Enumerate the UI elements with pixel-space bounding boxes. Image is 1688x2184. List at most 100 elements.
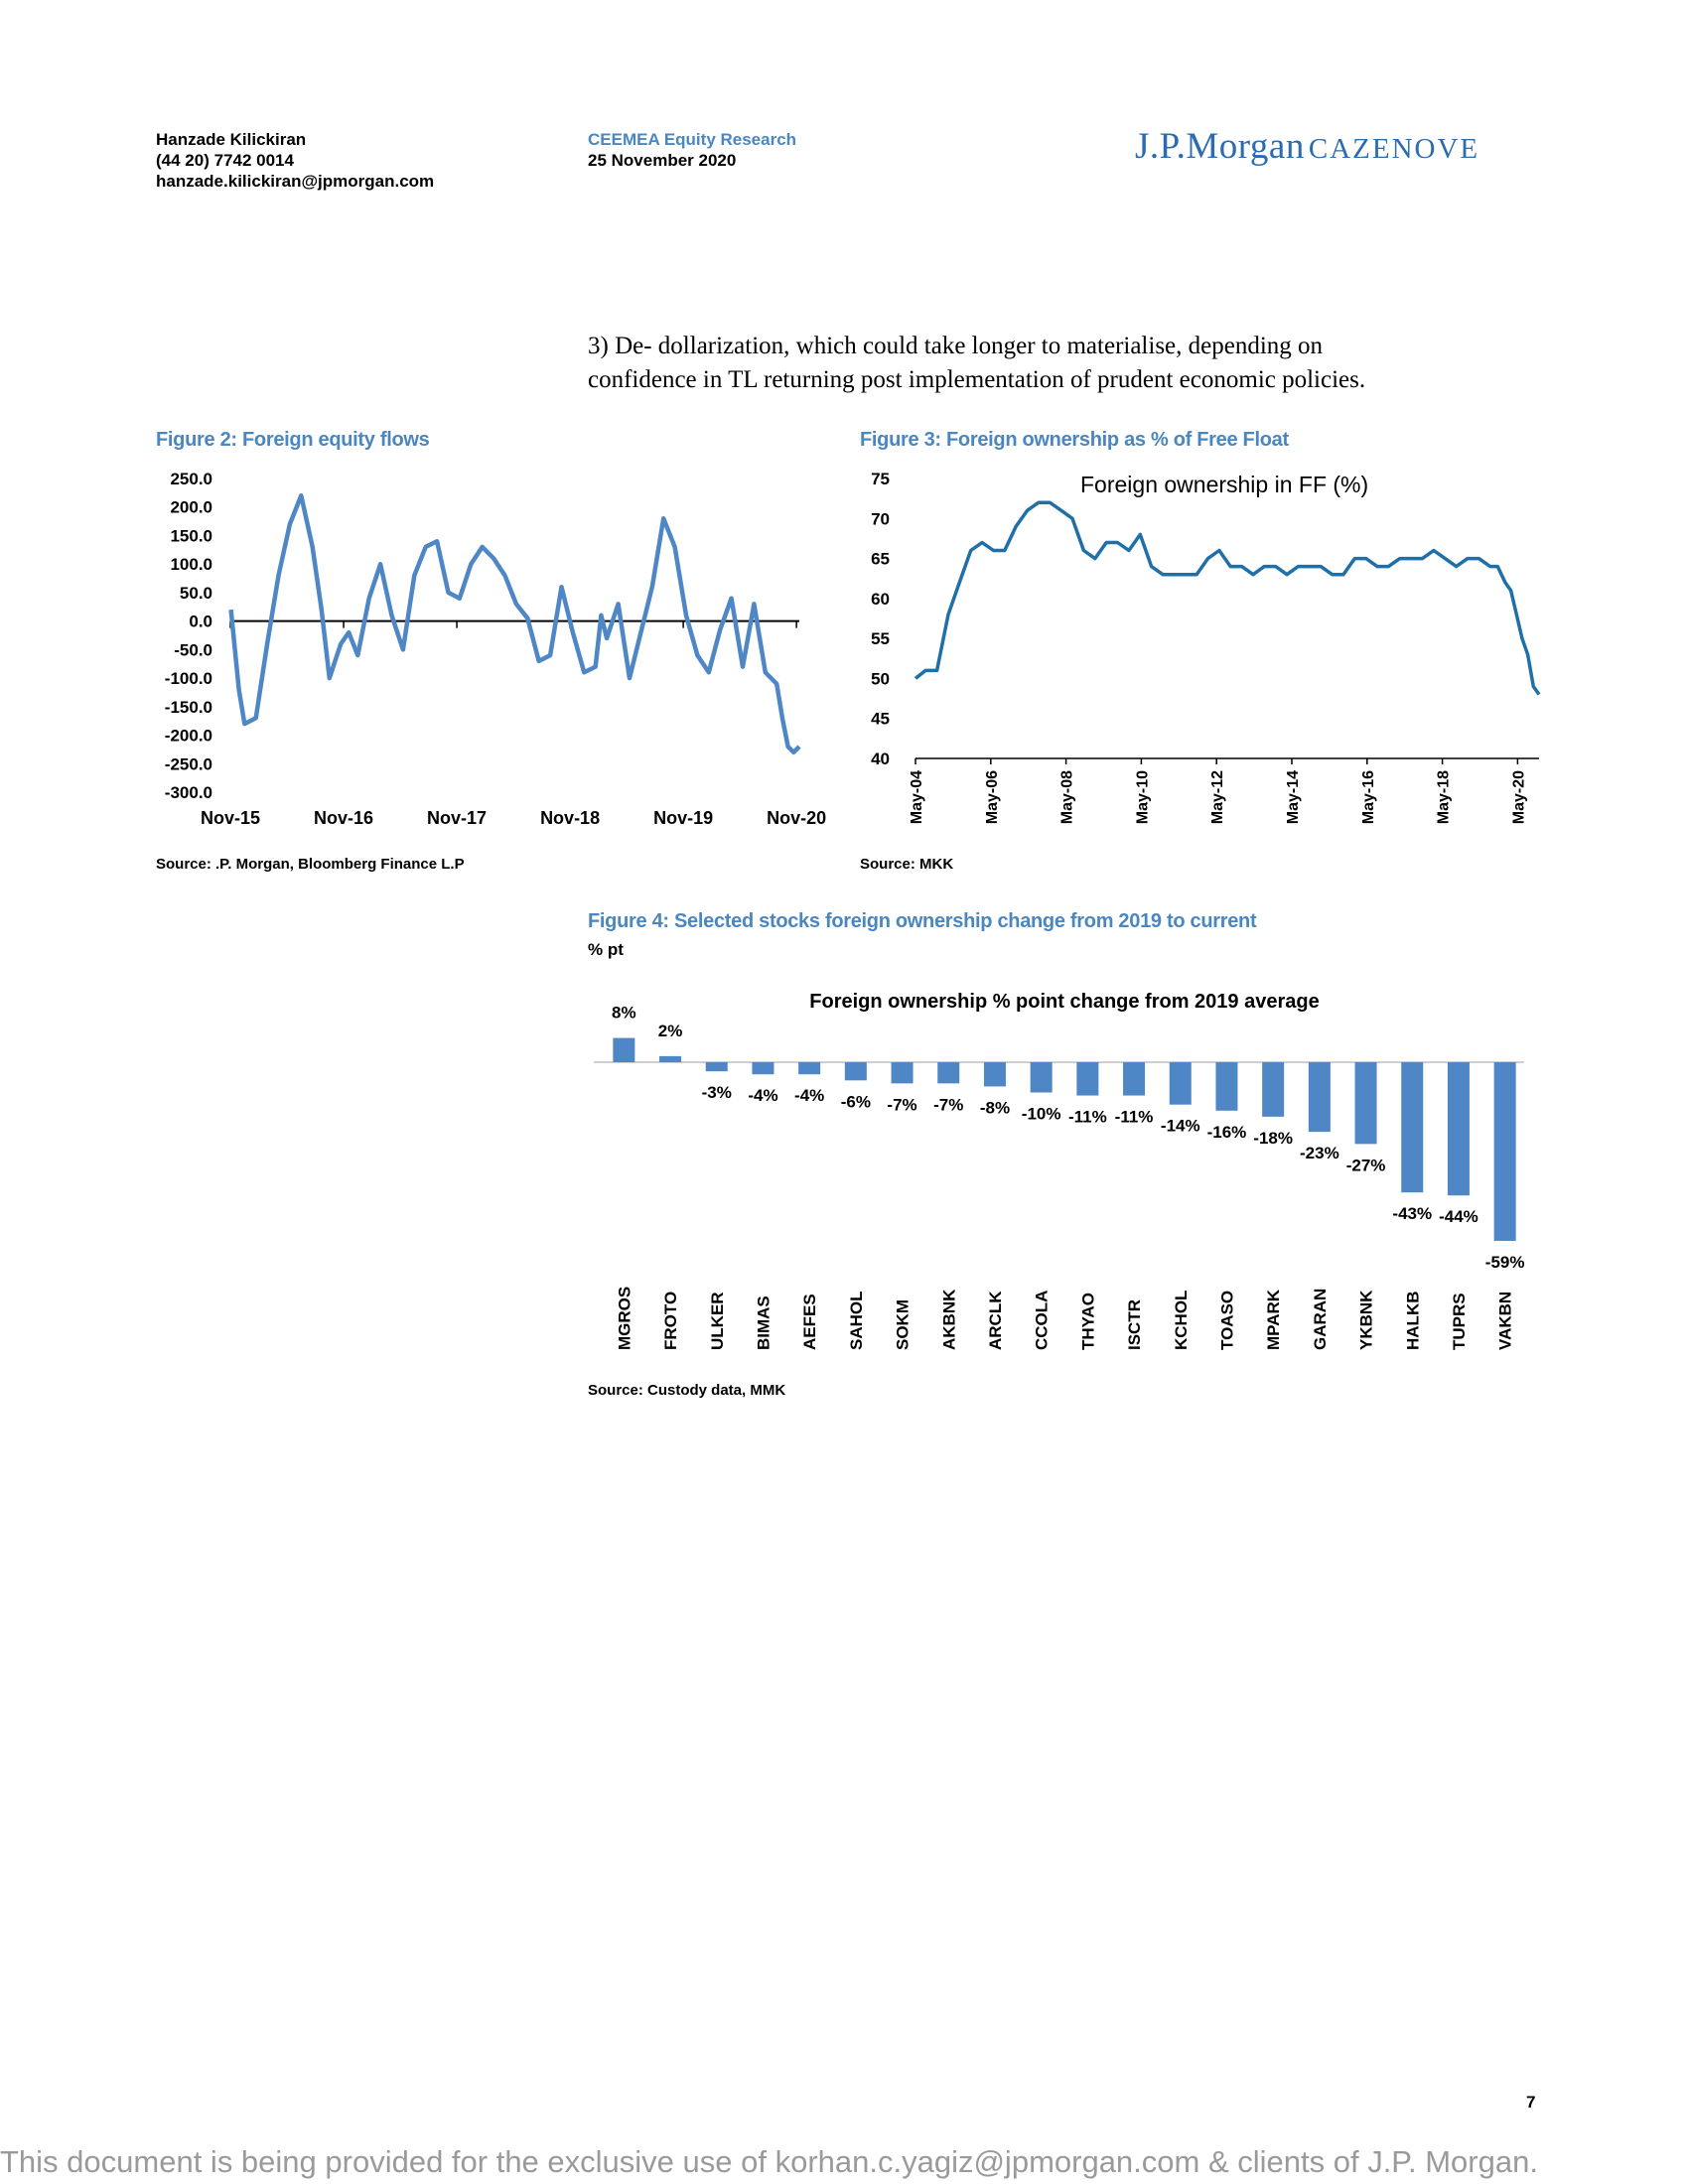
x-tick-label: May-12 (1209, 770, 1226, 824)
bar-mpark (1262, 1062, 1285, 1117)
data-label: -3% (702, 1083, 732, 1102)
figure4-unit: % pt (588, 940, 624, 959)
data-label: -4% (748, 1086, 777, 1105)
bar-akbnk (937, 1062, 960, 1084)
x-tick-label: Nov-15 (201, 808, 260, 828)
data-label: -16% (1207, 1123, 1247, 1142)
data-label: -11% (1068, 1108, 1107, 1127)
category-label: ISCTR (1125, 1299, 1144, 1350)
category-label: BIMAS (754, 1296, 773, 1350)
data-label: -44% (1439, 1207, 1478, 1226)
author-phone: (44 20) 7742 0014 (156, 151, 294, 170)
y-tick-label: -150.0 (165, 698, 212, 717)
figure4-title: Figure 4: Selected stocks foreign owners… (588, 910, 1257, 932)
figure2-title: Figure 2: Foreign equity flows (156, 429, 430, 451)
category-label: GARAN (1311, 1289, 1330, 1350)
figure3-chart: 75 70 65 60 55 50 45 40 May-04 May-06 May-08 May-10… (871, 470, 1541, 824)
bar-vakbn (1493, 1062, 1516, 1241)
bar-halkb (1401, 1062, 1424, 1193)
jpmorgan-logo: J.P.Morgan CAZENOVE (1135, 125, 1479, 168)
y-tick-label: 0.0 (189, 613, 212, 631)
y-tick-label: 250.0 (170, 470, 212, 488)
bar-isctr (1123, 1062, 1146, 1096)
y-tick-label: 65 (871, 550, 890, 569)
data-label: -4% (794, 1086, 824, 1105)
point3-line2: confidence in TL returning post implemen… (588, 366, 1366, 393)
bar-sokm (891, 1062, 914, 1084)
y-tick-label: 40 (871, 750, 890, 768)
figure2-source: Source: .P. Morgan, Bloomberg Finance L.… (156, 856, 465, 873)
category-label: TOASO (1217, 1291, 1236, 1350)
point3-line1: 3) De- dollarization, which could take l… (588, 333, 1324, 359)
author-email[interactable]: hanzade.kilickiran@jpmorgan.com (156, 172, 435, 191)
figure4-chart: Foreign ownership % point change from 20… (594, 991, 1525, 1351)
y-tick-label: 60 (871, 590, 890, 609)
bar-ykbnk (1354, 1062, 1377, 1145)
data-label: -27% (1346, 1156, 1386, 1174)
author-block: Hanzade Kilickiran (44 20) 7742 0014 han… (156, 129, 434, 192)
x-tick-label: Nov-18 (540, 808, 600, 828)
y-tick-label: 70 (871, 509, 890, 528)
bar-ulker (705, 1062, 728, 1072)
data-label: -14% (1161, 1117, 1200, 1136)
y-tick-label: -300.0 (165, 783, 212, 802)
bar-garan (1308, 1062, 1331, 1133)
y-tick-label: 200.0 (170, 498, 212, 517)
chart-title: Foreign ownership % point change from 20… (809, 991, 1319, 1013)
x-tick-label: May-10 (1134, 770, 1151, 824)
x-tick-label: Nov-17 (427, 808, 487, 828)
x-tick-label: Nov-16 (314, 808, 373, 828)
report-date: 25 November 2020 (588, 151, 737, 170)
category-label: YKBNK (1357, 1290, 1376, 1350)
x-tick-label: May-18 (1436, 770, 1453, 824)
data-label: 2% (658, 1022, 683, 1040)
ownership-series-line (914, 500, 1541, 696)
category-label: MPARK (1264, 1289, 1283, 1350)
figure3-title: Figure 3: Foreign ownership as % of Free… (860, 429, 1289, 451)
x-tick-label: Nov-19 (653, 808, 713, 828)
report-meta: CEEMEA Equity Research 25 November 2020 (588, 129, 796, 171)
category-label: AKBNK (939, 1289, 958, 1350)
category-label: TUPRS (1450, 1293, 1469, 1350)
department: CEEMEA Equity Research (588, 130, 797, 149)
data-label: -23% (1300, 1144, 1339, 1162)
bar-kchol (1169, 1062, 1192, 1105)
bar-ccola (1030, 1062, 1053, 1093)
data-label: -7% (933, 1095, 963, 1114)
x-tick-label: Nov-20 (767, 808, 826, 828)
data-label: -43% (1392, 1204, 1432, 1223)
author-name: Hanzade Kilickiran (156, 130, 307, 149)
data-label: -18% (1253, 1129, 1293, 1148)
bar-bimas (752, 1062, 774, 1075)
category-label: ULKER (708, 1292, 727, 1350)
data-label: -59% (1485, 1253, 1525, 1272)
y-tick-label: -200.0 (165, 727, 212, 746)
x-tick-label: May-16 (1360, 770, 1377, 824)
y-tick-label: 75 (871, 470, 890, 488)
x-tick-label: May-20 (1510, 770, 1527, 824)
bar-mgros (613, 1037, 635, 1062)
category-label: THYAO (1078, 1293, 1097, 1350)
figure3-source: Source: MKK (860, 856, 954, 873)
bar-thyao (1076, 1062, 1099, 1096)
bar-aefes (798, 1062, 821, 1075)
category-label: AEFES (800, 1294, 819, 1350)
bar-froto (659, 1055, 682, 1062)
category-label: SAHOL (847, 1292, 866, 1351)
x-tick-label: May-08 (1059, 770, 1076, 824)
x-tick-label: May-14 (1285, 770, 1302, 824)
legend-label: Foreign ownership in FF (%) (1080, 472, 1368, 497)
category-label: SOKM (894, 1299, 913, 1350)
bar-sahol (844, 1062, 867, 1081)
category-label: ARCLK (986, 1291, 1005, 1350)
x-tick-label: May-04 (909, 770, 925, 824)
page-number: 7 (1526, 2093, 1536, 2112)
y-tick-label: -50.0 (174, 640, 212, 659)
body-paragraph: 3) De- dollarization, which could take l… (588, 330, 1365, 397)
y-tick-label: -100.0 (165, 669, 212, 688)
data-label: -7% (887, 1095, 916, 1114)
data-label: -8% (980, 1098, 1010, 1117)
category-label: CCOLA (1033, 1291, 1052, 1350)
logo-main: J.P.Morgan (1135, 126, 1305, 167)
category-label: KCHOL (1172, 1291, 1191, 1350)
